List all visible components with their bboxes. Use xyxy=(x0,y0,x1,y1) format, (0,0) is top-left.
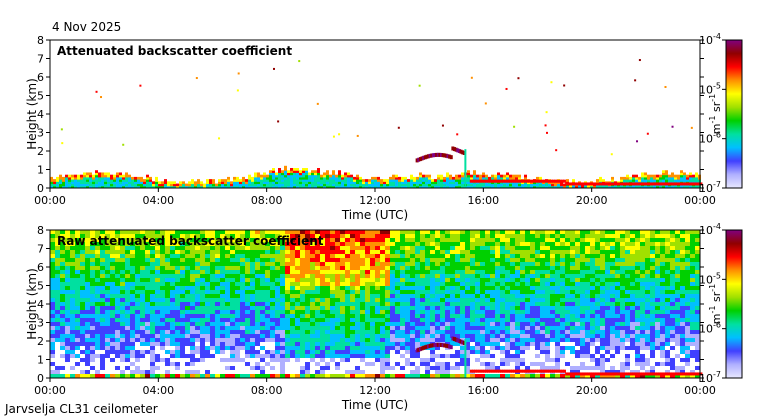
y-tick-label: 1 xyxy=(37,164,44,177)
y-tick-label: 7 xyxy=(37,243,44,256)
y-tick-label: 7 xyxy=(37,53,44,66)
y-tick-label: 3 xyxy=(37,127,44,140)
y-tick-label: 0 xyxy=(37,182,44,195)
x-tick-label: 08:00 xyxy=(251,384,283,397)
x-tick-label: 16:00 xyxy=(467,384,499,397)
colorbar-tick-label: 10-4 xyxy=(699,222,721,237)
y-tick-label: 4 xyxy=(37,108,44,121)
y-tick-label: 8 xyxy=(37,224,44,237)
colorbar-unit-label: m-1 sr-1 xyxy=(708,94,723,134)
y-tick-label: 2 xyxy=(37,145,44,158)
x-tick-label: 04:00 xyxy=(142,384,174,397)
panel-1: Attenuated backscatter coefficient 0 1 2 3 4 5… xyxy=(25,34,716,222)
cloud-layer xyxy=(415,336,703,378)
y-axis-label: Height (km) xyxy=(25,78,39,149)
x-tick-label: 08:00 xyxy=(251,194,283,207)
x-tick-label: 20:00 xyxy=(576,384,608,397)
backscatter-field xyxy=(50,230,700,378)
panel-2: Raw attenuated backscatter coefficient 0 1… xyxy=(25,224,716,412)
y-tick-label: 1 xyxy=(37,354,44,367)
x-axis-label: Time (UTC) xyxy=(341,398,408,412)
x-tick-label: 00:00 xyxy=(34,194,66,207)
x-tick-label: 00:00 xyxy=(684,384,716,397)
x-tick-label: 00:00 xyxy=(34,384,66,397)
colorbar-tick-label: 10-4 xyxy=(699,32,721,47)
y-axis-label: Height (km) xyxy=(25,268,39,339)
colorbar-1: 10-4 10-5 10-6 10-7 m-1 sr-1 xyxy=(699,32,743,195)
backscatter-field xyxy=(50,59,701,189)
colorbar-scale xyxy=(725,229,743,379)
y-tick-label: 0 xyxy=(37,372,44,385)
date-label: 4 Nov 2025 xyxy=(52,20,122,34)
y-tick-label: 5 xyxy=(37,90,44,103)
x-tick-label: 12:00 xyxy=(359,384,391,397)
y-tick-label: 8 xyxy=(37,34,44,47)
colorbar-scale xyxy=(725,39,743,189)
x-tick-label: 20:00 xyxy=(576,194,608,207)
panel-title: Raw attenuated backscatter coefficient xyxy=(57,234,324,248)
colorbar-tick-label: 10-5 xyxy=(699,271,721,286)
y-tick-label: 5 xyxy=(37,280,44,293)
x-axis-label: Time (UTC) xyxy=(341,208,408,222)
colorbar-unit-label: m-1 sr-1 xyxy=(708,284,723,324)
y-tick-label: 2 xyxy=(37,335,44,348)
x-tick-label: 04:00 xyxy=(142,194,174,207)
colorbar-tick-label: 10-7 xyxy=(699,180,721,195)
x-tick-label: 12:00 xyxy=(359,194,391,207)
colorbar-2: 10-4 10-5 10-6 10-7 m-1 sr-1 xyxy=(699,222,743,385)
instrument-label: Jarvselja CL31 ceilometer xyxy=(5,402,158,416)
cloud-layer xyxy=(415,146,703,188)
colorbar-tick-label: 10-5 xyxy=(699,81,721,96)
plot-area xyxy=(50,40,700,188)
y-tick-label: 6 xyxy=(37,71,44,84)
panel-title: Attenuated backscatter coefficient xyxy=(57,44,292,58)
y-tick-label: 3 xyxy=(37,317,44,330)
colorbar-tick-label: 10-7 xyxy=(699,370,721,385)
y-tick-label: 4 xyxy=(37,298,44,311)
colorbar-tick-label: 10-6 xyxy=(699,131,721,146)
y-tick-label: 6 xyxy=(37,261,44,274)
x-tick-label: 00:00 xyxy=(684,194,716,207)
colorbar-tick-label: 10-6 xyxy=(699,321,721,336)
x-tick-label: 16:00 xyxy=(467,194,499,207)
